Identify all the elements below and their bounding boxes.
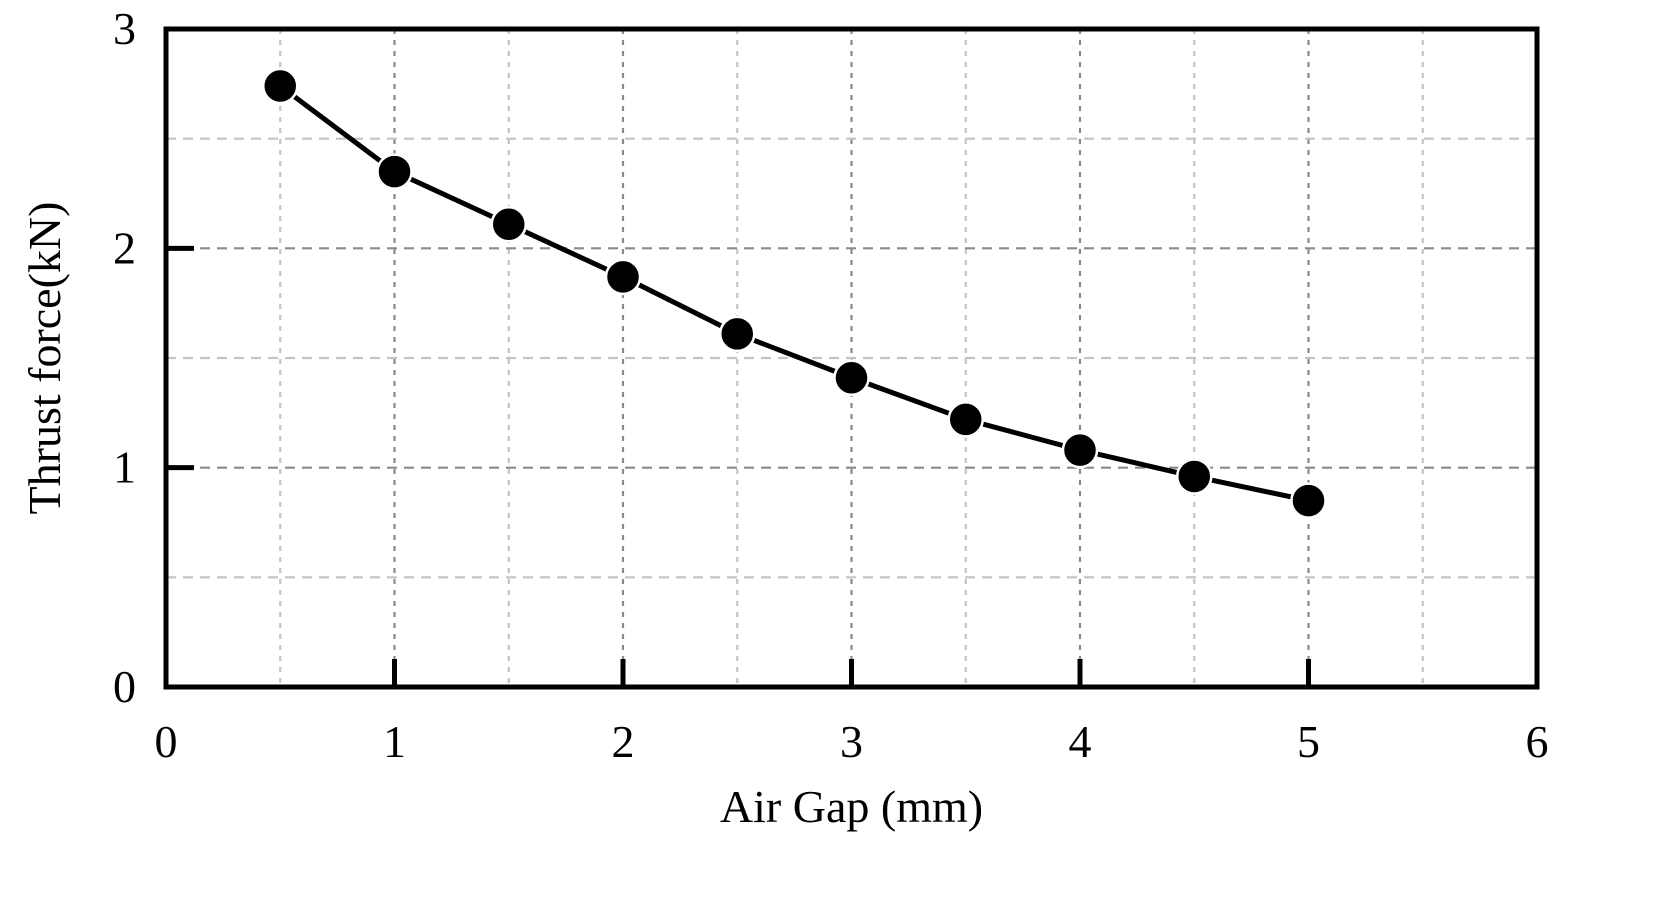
data-point: [833, 359, 870, 396]
x-tick-label: 6: [1526, 716, 1549, 767]
x-tick-label: 1: [383, 716, 406, 767]
x-tick-label: 0: [155, 716, 178, 767]
x-tick-label: 4: [1069, 716, 1092, 767]
x-tick-labels: 0 1 2 3 4 5 6: [155, 716, 1549, 767]
y-tick-label: 3: [113, 3, 136, 54]
y-tick-label: 2: [113, 222, 136, 273]
x-tick-label: 5: [1297, 716, 1320, 767]
data-point: [719, 315, 756, 353]
data-point: [490, 205, 527, 243]
data-point: [1176, 458, 1213, 495]
x-axis-title: Air Gap (mm): [720, 781, 983, 832]
data-point: [947, 401, 984, 438]
y-tick-label: 1: [113, 442, 136, 493]
y-tick-label: 0: [113, 661, 136, 712]
data-point: [604, 258, 642, 296]
axis-ticks: [166, 245, 1311, 687]
data-point: [376, 153, 413, 190]
series-line: [278, 84, 1310, 504]
data-series: [262, 67, 1327, 519]
y-axis-title: Thrust force(kN): [19, 202, 70, 515]
y-tick-labels: 0 1 2 3: [113, 3, 136, 712]
grid-lines: [166, 29, 1537, 687]
data-point: [1290, 482, 1327, 519]
data-point: [262, 67, 299, 105]
x-tick-label: 2: [612, 716, 635, 767]
x-tick-label: 3: [840, 716, 863, 767]
data-point: [1061, 431, 1099, 469]
